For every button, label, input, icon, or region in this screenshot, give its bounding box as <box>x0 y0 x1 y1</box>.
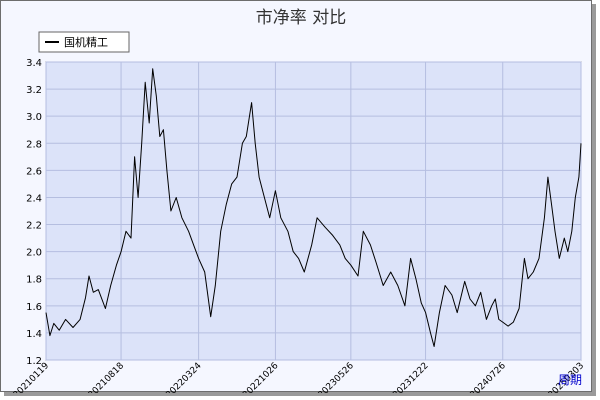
x-tick-label: 20220324 <box>164 361 204 393</box>
y-tick-label: 2.4 <box>26 193 42 204</box>
y-tick-label: 2.2 <box>26 221 42 232</box>
y-tick-label: 3.2 <box>26 85 42 96</box>
series-line-guojijinggong <box>45 68 582 347</box>
y-tick-label: 1.8 <box>26 275 42 286</box>
y-tick-label: 1.4 <box>26 329 42 340</box>
y-tick-label: 2.8 <box>26 139 42 150</box>
plot-area <box>45 61 582 361</box>
chart-canvas: 市净率 对比 1.2 1.4 1.6 1.8 2.0 2.2 2.4 2.6 2.8 3.0 3.2… <box>12 8 586 393</box>
legend-label: 国机精工 <box>64 35 108 49</box>
y-tick-label: 3.4 <box>26 58 42 69</box>
y-tick-label: 3.0 <box>26 112 42 123</box>
x-tick-label: 20221026 <box>241 361 281 393</box>
period-link[interactable]: 周期 <box>558 373 582 387</box>
legend-box <box>38 31 130 53</box>
y-axis-ticks: 1.2 1.4 1.6 1.8 2.0 2.2 2.4 2.6 2.8 3.0 3.2 3.4 <box>26 58 42 367</box>
y-tick-label: 2.0 <box>26 248 42 259</box>
x-axis-ticks: 20210119 20210818 20220324 20221026 20230526… <box>12 361 586 393</box>
chart-title: 市净率 对比 <box>256 8 346 28</box>
y-tick-label: 1.6 <box>26 302 42 313</box>
y-tick-label: 1.2 <box>26 356 42 367</box>
chart-frame: 市净率 对比 1.2 1.4 1.6 1.8 2.0 2.2 2.4 2.6 2.8 3.0 3.2… <box>0 0 592 393</box>
x-tick-label: 20231222 <box>391 361 430 393</box>
y-tick-label: 2.6 <box>26 166 42 177</box>
legend: 国机精工 <box>38 31 130 53</box>
x-tick-label: 20240726 <box>468 361 508 393</box>
grid-lines <box>45 61 582 361</box>
x-tick-label: 20210818 <box>87 361 127 393</box>
x-tick-label: 20230526 <box>317 361 357 393</box>
